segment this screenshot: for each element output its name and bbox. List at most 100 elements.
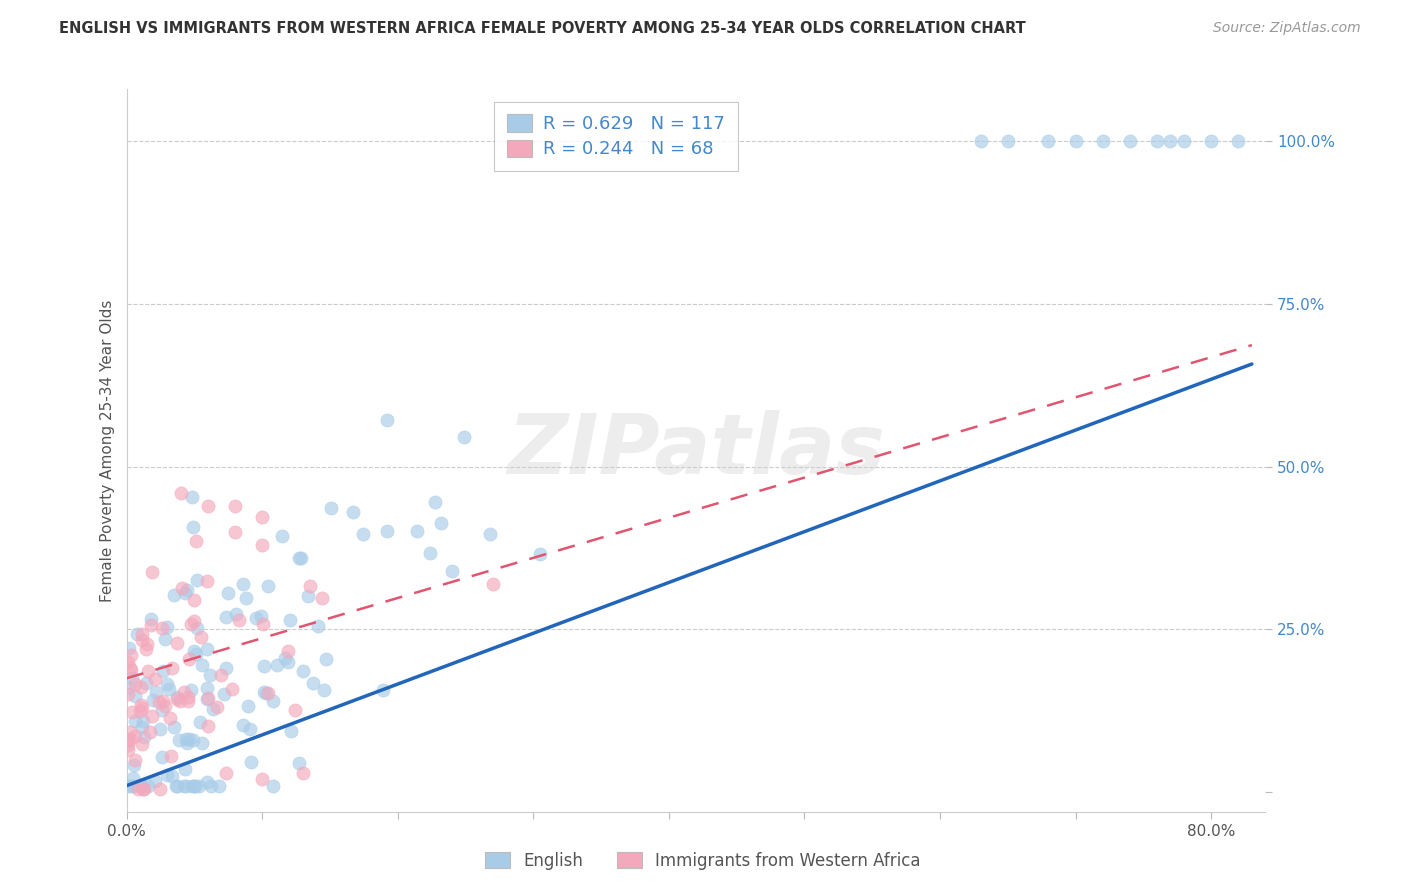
- Point: [117, 742, 139, 756]
- Point: [195, 775, 218, 789]
- Point: [183, 779, 205, 793]
- Point: [288, 550, 311, 565]
- Point: [166, 691, 188, 706]
- Point: [120, 724, 142, 739]
- Point: [240, 755, 263, 769]
- Point: [375, 413, 398, 427]
- Point: [200, 667, 222, 681]
- Point: [173, 586, 195, 600]
- Point: [250, 538, 273, 552]
- Point: [195, 691, 218, 706]
- Point: [184, 779, 207, 793]
- Point: [139, 618, 162, 632]
- Point: [181, 732, 204, 747]
- Point: [174, 779, 197, 793]
- Point: [256, 686, 278, 700]
- Point: [155, 632, 177, 647]
- Point: [165, 779, 187, 793]
- Point: [970, 134, 993, 148]
- Point: [120, 732, 142, 747]
- Point: [166, 636, 188, 650]
- Point: [163, 720, 186, 734]
- Point: [479, 526, 502, 541]
- Point: [159, 711, 181, 725]
- Point: [149, 781, 172, 796]
- Point: [184, 647, 207, 661]
- Point: [163, 588, 186, 602]
- Point: [225, 607, 247, 621]
- Point: [131, 720, 153, 734]
- Point: [180, 779, 202, 793]
- Point: [152, 694, 174, 708]
- Point: [132, 731, 155, 745]
- Point: [215, 661, 238, 675]
- Text: Source: ZipAtlas.com: Source: ZipAtlas.com: [1213, 21, 1361, 36]
- Point: [176, 583, 198, 598]
- Point: [167, 732, 190, 747]
- Point: [238, 698, 260, 713]
- Point: [150, 703, 173, 717]
- Point: [121, 771, 143, 785]
- Point: [190, 736, 212, 750]
- Point: [262, 694, 284, 708]
- Point: [128, 704, 150, 718]
- Point: [148, 695, 170, 709]
- Point: [117, 688, 139, 702]
- Point: [288, 756, 311, 771]
- Point: [183, 614, 205, 628]
- Point: [245, 611, 267, 625]
- Point: [149, 723, 172, 737]
- Text: ZIPatlas: ZIPatlas: [508, 410, 884, 491]
- Point: [188, 715, 211, 730]
- Point: [176, 736, 198, 750]
- Point: [252, 659, 274, 673]
- Point: [184, 534, 207, 549]
- Point: [195, 641, 218, 656]
- Point: [124, 676, 146, 690]
- Point: [155, 677, 177, 691]
- Point: [124, 753, 146, 767]
- Point: [117, 732, 139, 747]
- Point: [131, 714, 153, 728]
- Point: [405, 524, 427, 538]
- Point: [173, 779, 195, 793]
- Point: [177, 694, 200, 708]
- Point: [298, 579, 321, 593]
- Point: [277, 655, 299, 669]
- Point: [120, 779, 142, 793]
- Point: [195, 681, 218, 695]
- Point: [124, 714, 146, 728]
- Point: [124, 757, 146, 772]
- Point: [131, 778, 153, 792]
- Point: [197, 691, 219, 706]
- Point: [125, 626, 148, 640]
- Point: [277, 644, 299, 658]
- Point: [117, 738, 139, 752]
- Point: [1227, 134, 1250, 148]
- Point: [250, 772, 273, 787]
- Point: [166, 690, 188, 704]
- Point: [117, 680, 139, 694]
- Point: [307, 618, 329, 632]
- Point: [135, 642, 157, 657]
- Point: [183, 520, 205, 534]
- Point: [311, 591, 333, 605]
- Point: [221, 681, 243, 696]
- Point: [160, 661, 183, 675]
- Point: [150, 621, 173, 635]
- Point: [195, 574, 218, 588]
- Point: [209, 668, 232, 682]
- Point: [121, 671, 143, 685]
- Point: [135, 676, 157, 690]
- Point: [136, 779, 159, 793]
- Point: [183, 643, 205, 657]
- Point: [120, 648, 142, 662]
- Point: [179, 652, 201, 666]
- Point: [136, 637, 159, 651]
- Y-axis label: Female Poverty Among 25-34 Year Olds: Female Poverty Among 25-34 Year Olds: [100, 300, 115, 601]
- Point: [174, 732, 197, 747]
- Point: [191, 657, 214, 672]
- Point: [249, 609, 271, 624]
- Point: [136, 665, 159, 679]
- Point: [186, 573, 208, 587]
